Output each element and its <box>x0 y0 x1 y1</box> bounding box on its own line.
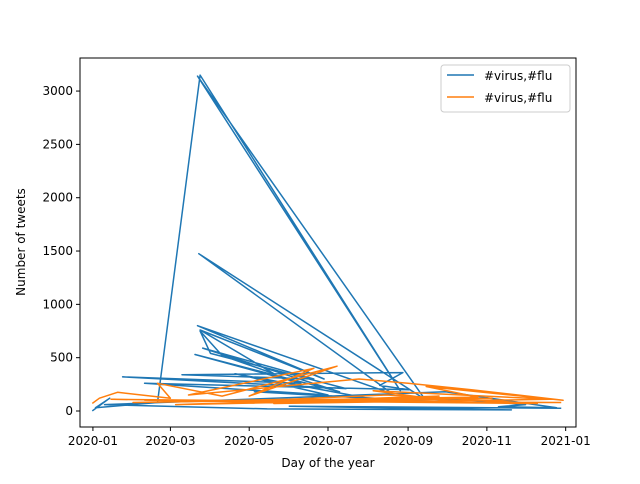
legend-label-series-1: #virus,#flu <box>484 69 552 83</box>
y-tick-label: 2500 <box>42 137 73 151</box>
series-layer <box>91 74 564 412</box>
y-tick-label: 2000 <box>42 191 73 205</box>
x-tick-label: 2020-01 <box>68 434 118 448</box>
y-axis-label: Number of tweets <box>14 188 28 296</box>
series-line-1 <box>91 74 562 412</box>
legend: #virus,#flu #virus,#flu <box>440 64 571 113</box>
y-tick-label: 3000 <box>42 84 73 98</box>
legend-label-series-2: #virus,#flu <box>484 91 552 105</box>
y-tick-label: 0 <box>65 404 73 418</box>
series-line-2 <box>91 365 564 406</box>
x-tick-label: 2020-05 <box>224 434 274 448</box>
y-tick-label: 500 <box>50 351 73 365</box>
y-axis: 0 500 1000 1500 2000 2500 3000 <box>42 84 80 418</box>
legend-box <box>440 64 571 113</box>
x-axis-label: Day of the year <box>281 456 374 470</box>
x-tick-label: 2020-09 <box>383 434 433 448</box>
y-tick-label: 1500 <box>42 244 73 258</box>
y-tick-label: 1000 <box>42 297 73 311</box>
x-tick-label: 2021-01 <box>541 434 591 448</box>
x-tick-label: 2020-07 <box>303 434 353 448</box>
x-tick-label: 2020-03 <box>145 434 195 448</box>
x-tick-label: 2020-11 <box>462 434 512 448</box>
x-axis: 2020-01 2020-03 2020-05 2020-07 2020-09 2020-… <box>68 427 591 448</box>
